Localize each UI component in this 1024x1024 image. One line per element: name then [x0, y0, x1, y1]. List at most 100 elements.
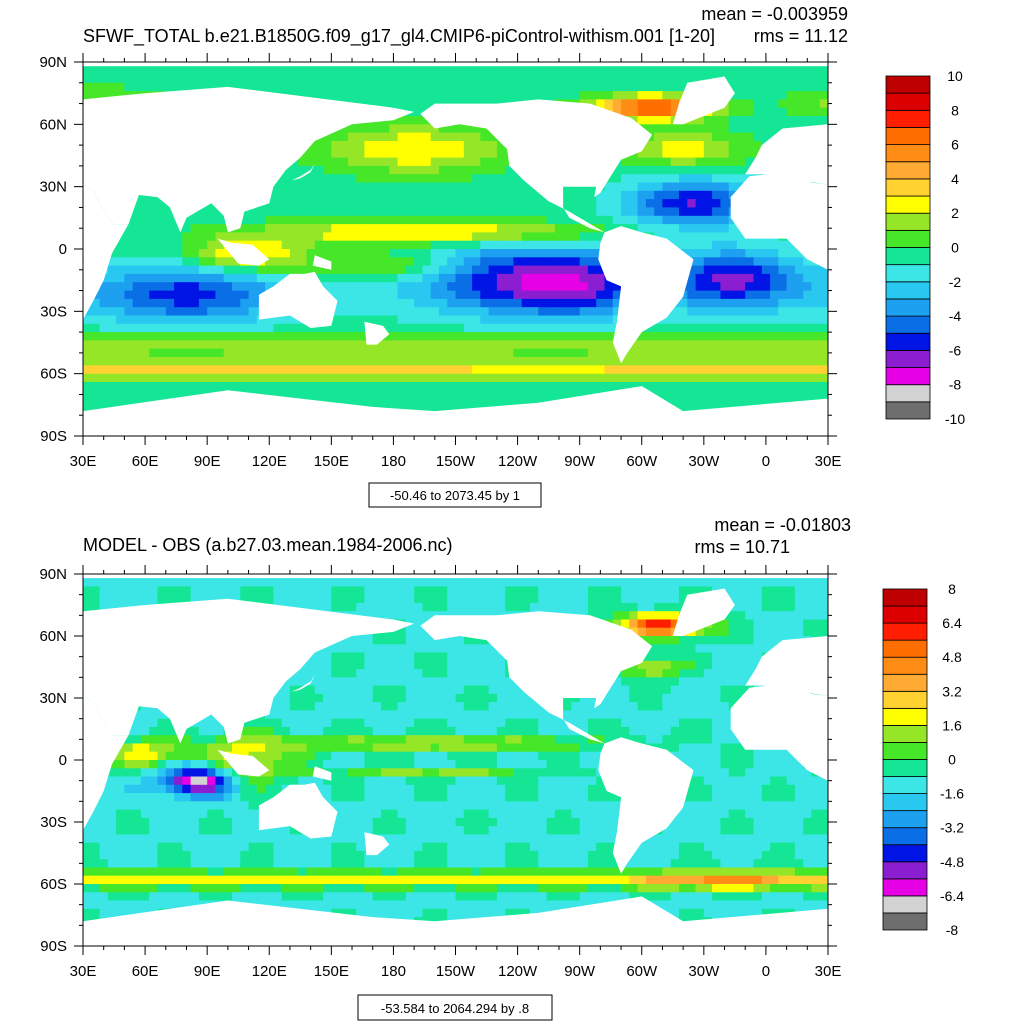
grid-cell: [720, 149, 730, 159]
grid-cell: [703, 273, 713, 283]
grid-cell: [488, 390, 498, 400]
grid-cell: [289, 578, 299, 587]
grid-cell: [223, 373, 233, 383]
grid-cell: [389, 652, 399, 662]
grid-cell: [381, 390, 390, 400]
grid-cell: [174, 578, 183, 587]
grid-cell: [794, 348, 804, 358]
grid-cell: [174, 332, 183, 341]
grid-cell: [372, 257, 382, 267]
grid-cell: [480, 348, 490, 358]
grid-cell: [331, 644, 341, 654]
grid-cell: [480, 398, 490, 408]
grid-cell: [190, 315, 200, 325]
grid-cell: [778, 340, 788, 350]
grid-cell: [356, 357, 366, 366]
grid-cell: [703, 627, 713, 637]
grid-cell: [265, 340, 274, 350]
grid-cell: [298, 157, 308, 167]
grid-cell: [116, 82, 125, 92]
grid-cell: [140, 586, 150, 596]
landmass: [745, 124, 828, 185]
grid-cell: [232, 323, 241, 333]
grid-cell: [165, 323, 175, 333]
grid-cell: [513, 586, 523, 596]
grid-cell: [670, 644, 680, 654]
grid-cell: [83, 398, 92, 408]
grid-cell: [314, 265, 324, 275]
grid-cell: [712, 66, 721, 76]
grid-cell: [712, 282, 721, 292]
grid-cell: [389, 315, 399, 325]
grid-cell: [513, 332, 523, 341]
grid-cell: [281, 82, 291, 92]
grid-cell: [198, 373, 208, 383]
grid-cell: [736, 307, 746, 317]
grid-cell: [654, 373, 664, 383]
grid-cell: [480, 578, 490, 587]
grid-cell: [232, 298, 241, 308]
grid-cell: [414, 273, 423, 283]
grid-cell: [604, 298, 614, 308]
grid-cell: [687, 224, 697, 233]
grid-cell: [596, 66, 606, 76]
grid-cell: [99, 282, 109, 292]
grid-cell: [389, 157, 399, 167]
grid-cell: [819, 315, 828, 325]
colorbar-swatch: [885, 127, 931, 145]
grid-cell: [778, 365, 788, 375]
grid-cell: [381, 357, 390, 366]
grid-cell: [414, 382, 423, 391]
grid-cell: [472, 348, 481, 358]
grid-cell: [554, 390, 564, 400]
grid-cell: [430, 82, 440, 92]
grid-cell: [381, 207, 390, 217]
grid-cell: [124, 74, 134, 84]
grid-cell: [587, 99, 597, 109]
grid-cell: [761, 91, 771, 100]
grid-cell: [256, 232, 266, 242]
grid-cell: [778, 323, 788, 333]
grid-cell: [463, 652, 473, 662]
grid-cell: [405, 340, 415, 350]
grid-cell: [339, 132, 349, 142]
grid-cell: [132, 74, 142, 84]
grid-cell: [414, 390, 423, 400]
grid-cell: [356, 199, 366, 208]
grid-cell: [505, 594, 515, 604]
grid-cell: [132, 586, 142, 596]
grid-cell: [480, 594, 490, 604]
grid-cell: [198, 332, 208, 341]
grid-cell: [381, 307, 390, 317]
grid-cell: [587, 348, 597, 358]
grid-cell: [232, 290, 241, 300]
grid-cell: [165, 298, 175, 308]
grid-cell: [414, 207, 423, 217]
grid-cell: [405, 373, 415, 383]
grid-cell: [703, 249, 713, 258]
grid-cell: [248, 382, 258, 391]
grid-cell: [538, 340, 548, 350]
grid-cell: [554, 594, 564, 604]
grid-cell: [513, 199, 523, 208]
grid-cell: [794, 602, 804, 612]
grid-cell: [496, 265, 506, 275]
grid-cell: [761, 340, 771, 350]
grid-cell: [513, 207, 523, 217]
grid-cell: [389, 190, 399, 200]
grid-cell: [505, 257, 515, 267]
grid-cell: [794, 315, 804, 325]
grid-cell: [563, 265, 572, 275]
grid-cell: [463, 74, 473, 84]
grid-cell: [414, 357, 423, 366]
grid-cell: [381, 602, 390, 612]
grid-cell: [165, 224, 175, 233]
grid-cell: [289, 74, 299, 84]
grid-cell: [745, 382, 755, 391]
grid-cell: [530, 586, 539, 596]
grid-cell: [256, 340, 266, 350]
x-tick-label: 30E: [70, 453, 97, 470]
grid-cell: [397, 365, 407, 375]
grid-cell: [215, 215, 225, 225]
grid-cell: [662, 323, 672, 333]
